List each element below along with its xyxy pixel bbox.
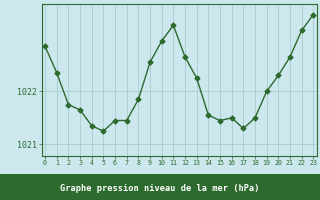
Text: Graphe pression niveau de la mer (hPa): Graphe pression niveau de la mer (hPa) (60, 184, 260, 193)
